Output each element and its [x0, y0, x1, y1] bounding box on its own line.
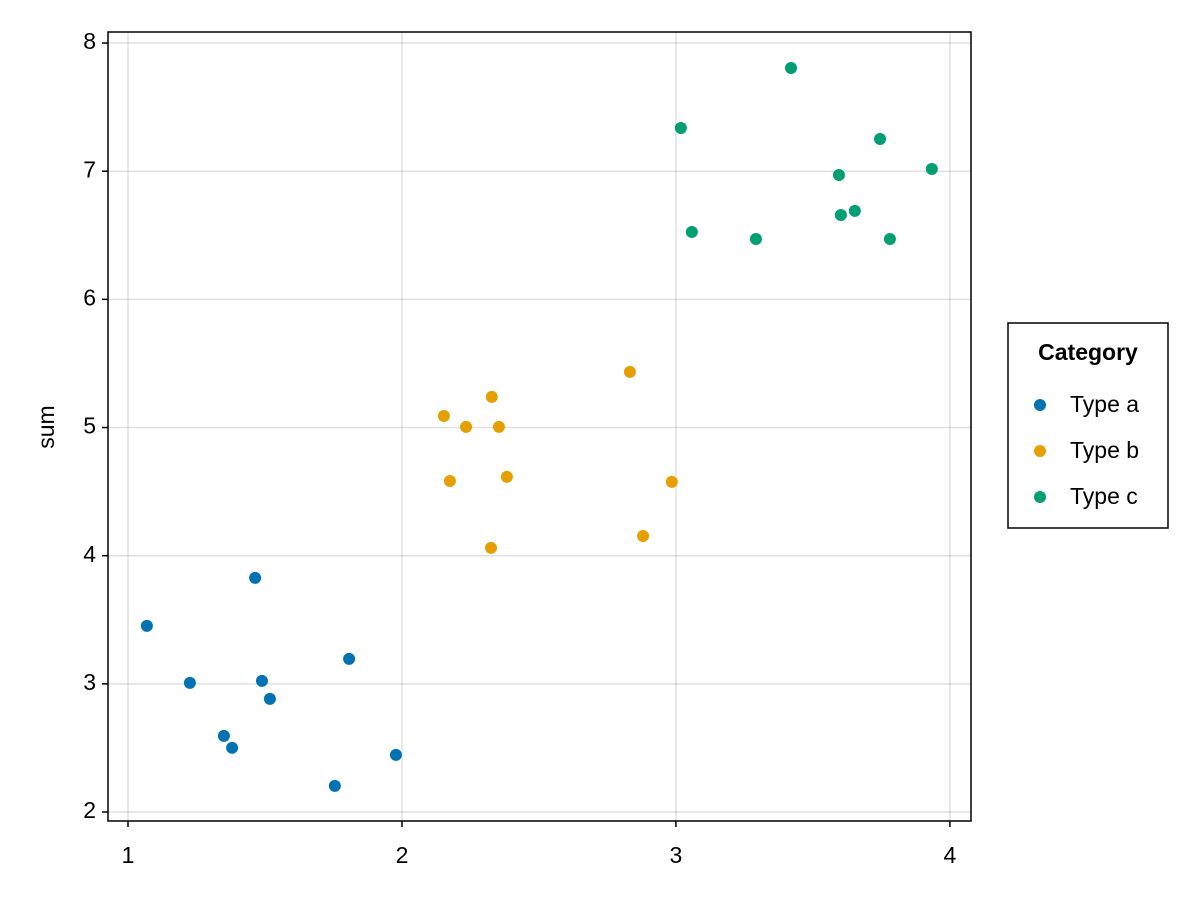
- legend-label: Type c: [1070, 483, 1138, 509]
- x-tick-label: 4: [944, 842, 957, 868]
- x-tick-label: 3: [670, 842, 683, 868]
- y-tick-label: 8: [83, 28, 96, 54]
- point: [328, 779, 341, 792]
- legend-marker: [1034, 445, 1046, 457]
- y-axis-label: sum: [33, 405, 59, 448]
- point: [925, 163, 938, 176]
- x-tick-label: 1: [122, 842, 135, 868]
- y-tick-label: 3: [83, 669, 96, 695]
- legend-marker: [1034, 491, 1046, 503]
- y-tick-label: 4: [83, 541, 96, 567]
- point: [848, 204, 861, 217]
- point: [249, 571, 262, 584]
- point: [263, 692, 276, 705]
- point: [460, 420, 473, 433]
- point: [217, 729, 230, 742]
- point: [140, 619, 153, 632]
- point: [443, 474, 456, 487]
- point: [485, 541, 498, 554]
- point: [749, 232, 762, 245]
- point: [437, 409, 450, 422]
- point: [492, 420, 505, 433]
- y-tick-label: 5: [83, 413, 96, 439]
- point: [883, 232, 896, 245]
- legend-label: Type b: [1070, 437, 1139, 463]
- point: [343, 652, 356, 665]
- y-tick-label: 7: [83, 156, 96, 182]
- y-tick-label: 2: [83, 797, 96, 823]
- point: [637, 529, 650, 542]
- point: [685, 225, 698, 238]
- point: [485, 390, 498, 403]
- y-tick-label: 6: [83, 284, 96, 310]
- point: [255, 674, 268, 687]
- point: [665, 475, 678, 488]
- point: [834, 209, 847, 222]
- legend-box: [1007, 322, 1169, 529]
- legend-label: Type a: [1070, 391, 1139, 417]
- point: [623, 365, 636, 378]
- x-tick-label: 2: [396, 842, 409, 868]
- point: [832, 169, 845, 182]
- point: [674, 121, 687, 134]
- plot-frame: [107, 31, 972, 822]
- point: [226, 741, 239, 754]
- point: [874, 133, 887, 146]
- legend-marker: [1034, 399, 1046, 411]
- point: [785, 62, 798, 75]
- point: [183, 676, 196, 689]
- point: [389, 748, 402, 761]
- point: [500, 470, 513, 483]
- legend-title: Category: [1038, 339, 1138, 365]
